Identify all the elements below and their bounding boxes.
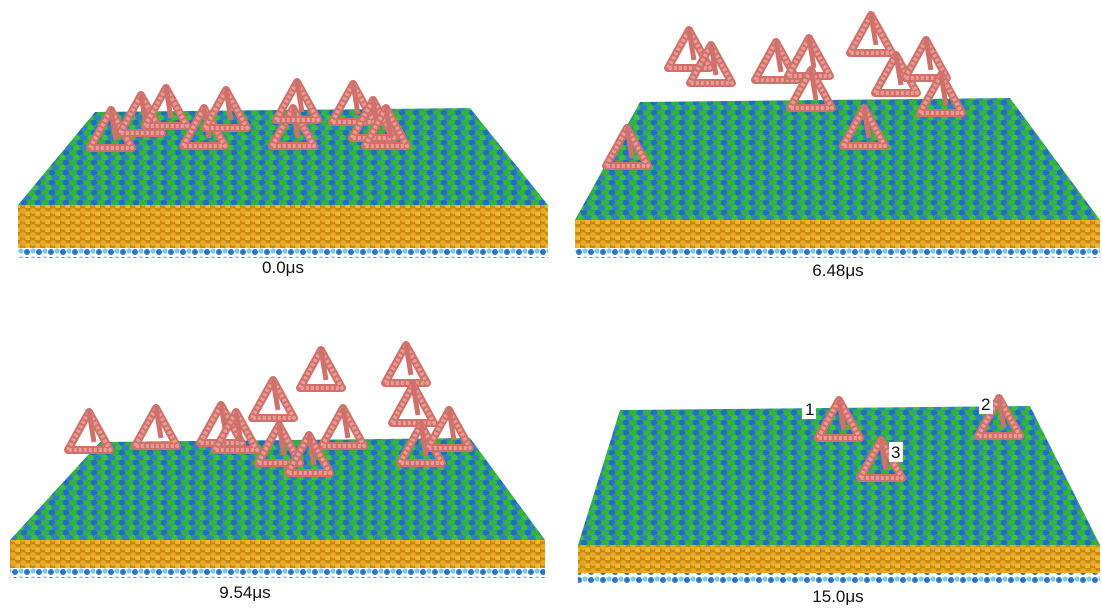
panel: 0.0μs (18, 82, 548, 277)
figure: 0.0μs 6.48μs 9.54μs (0, 0, 1102, 610)
nanoparticle (385, 345, 427, 383)
panel: 9.54μs (10, 345, 545, 602)
nanoparticle (252, 380, 294, 418)
marker-label: 3 (891, 443, 900, 462)
page: 0.0μs 6.48μs 9.54μs (0, 0, 1102, 610)
membrane-tails (578, 545, 1100, 573)
nanoparticle (850, 15, 892, 53)
membrane-tails (575, 220, 1100, 248)
nanoparticle (392, 385, 434, 423)
panel: 6.48μs (575, 15, 1100, 280)
time-label: 0.0μs (262, 258, 304, 277)
membrane-tails (10, 540, 545, 568)
time-label: 6.48μs (812, 261, 863, 280)
panel: 1 2 3 15.0μs (578, 394, 1100, 606)
time-label: 9.54μs (219, 583, 270, 602)
membrane-surface (575, 98, 1100, 220)
nanoparticle (300, 350, 342, 388)
marker-label: 1 (805, 400, 814, 419)
membrane-surface (578, 406, 1100, 545)
membrane-tails (18, 205, 548, 248)
time-label: 15.0μs (812, 587, 863, 606)
nanoparticle (68, 412, 110, 450)
nanoparticle (135, 408, 177, 446)
marker-label: 2 (981, 395, 990, 414)
